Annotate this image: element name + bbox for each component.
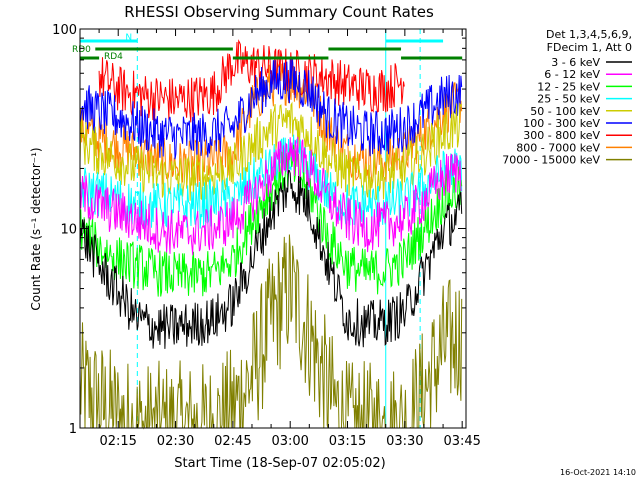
legend-label-300-800-kev: 300 - 800 keV [523, 129, 600, 142]
series-line-6-12-kev [79, 136, 463, 256]
x-tick-label-6: 03:30 [386, 434, 423, 449]
y-tick-label-1: 1 [69, 422, 77, 437]
y-tick-label-2: 10 [60, 223, 77, 238]
state-bars: N RD0 RD4 [72, 33, 463, 62]
series-line-50-100-kev [79, 101, 463, 201]
series-line-300-800-kev [98, 39, 405, 123]
state-label-rd0: RD0 [72, 45, 91, 55]
x-axis-label: Start Time (18-Sep-07 02:05:02) [174, 456, 385, 471]
x-tick-label-1: 02:15 [99, 434, 136, 449]
series-line-100-300-kev [79, 57, 463, 160]
x-tick-label-2: 02:30 [157, 434, 194, 449]
legend-label-800-7000-kev: 800 - 7000 keV [516, 141, 600, 154]
y-tick-label-3: 100 [52, 23, 77, 38]
state-label-n: N [125, 33, 132, 43]
series-group [79, 39, 463, 430]
x-tick-label-5: 03:15 [329, 434, 366, 449]
legend-label-12-25-kev: 12 - 25 keV [537, 80, 600, 93]
axes: 02:15 02:30 02:45 03:00 03:15 03:30 03:45 1 10 10… [52, 23, 481, 449]
legend-label-7000-15000-kev: 7000 - 15000 keV [502, 154, 600, 167]
x-tick-label-3: 02:45 [214, 434, 251, 449]
legend-label-6-12-kev: 6 - 12 keV [544, 68, 600, 81]
state-label-rd4: RD4 [104, 52, 123, 62]
legend-label-50-100-kev: 50 - 100 keV [530, 105, 600, 118]
legend-header-line-2: FDecim 1, Att 0 [547, 41, 632, 54]
x-tick-label-4: 03:00 [271, 434, 308, 449]
date-stamp: 16-Oct-2021 14:10 [560, 468, 636, 477]
legend-header-line-1: Det 1,3,4,5,6,9, [546, 28, 632, 41]
x-tick-label-7: 03:45 [443, 434, 480, 449]
legend-label-100-300-kev: 100 - 300 keV [523, 117, 600, 130]
legend: Det 1,3,4,5,6,9, FDecim 1, Att 0 3 - 6 k… [502, 28, 632, 167]
y-axis-label: Count Rate (s⁻¹ detector⁻¹) [29, 147, 43, 310]
legend-label-3-6-kev: 3 - 6 keV [551, 56, 600, 69]
chart-title: RHESSI Observing Summary Count Rates [124, 3, 434, 21]
series-line-3-6-kev [79, 170, 463, 349]
legend-label-25-50-kev: 25 - 50 keV [537, 93, 600, 106]
